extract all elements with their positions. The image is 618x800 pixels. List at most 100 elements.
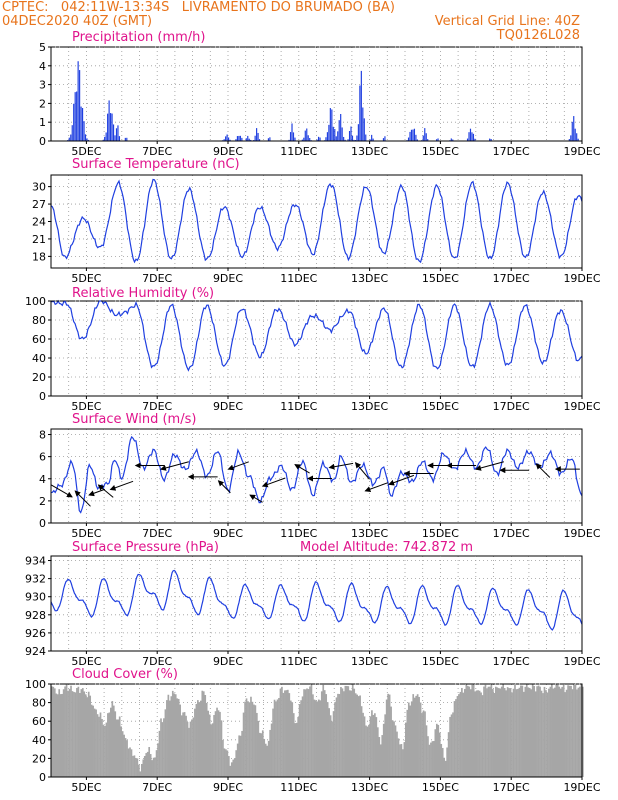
precip-bar: [334, 128, 336, 141]
cloud-bar: [424, 711, 426, 777]
cloud-bar: [157, 743, 159, 777]
precip-bar: [452, 139, 454, 141]
source-line: CPTEC: 042:11W-13:34S LIVRAMENTO DO BRUM…: [2, 0, 395, 15]
cloud-bar: [219, 711, 221, 777]
precip-bar: [363, 118, 365, 141]
cloud-bar: [198, 702, 201, 777]
cloud-bar: [512, 688, 515, 777]
precip-bar: [570, 135, 572, 141]
cloud-bar: [362, 712, 364, 777]
cloud-bar: [93, 708, 96, 777]
precip-bar: [114, 135, 116, 141]
panel-title: Precipitation (mm/h): [72, 30, 205, 45]
precip-bar: [384, 136, 386, 141]
cloud-bar: [220, 720, 223, 777]
cloud-bar: [580, 684, 583, 777]
cloud-bar: [381, 735, 384, 777]
cloud-bar: [123, 734, 125, 777]
panel-press: 924 926 928 930 932 934 5DEC 7DEC 9DEC 11DEC 13DEC…: [25, 540, 601, 668]
y-tick-label: 6: [39, 451, 46, 464]
cloud-bar: [325, 694, 328, 777]
precip-bar: [574, 128, 576, 141]
cloud-bar: [331, 721, 333, 777]
cloud-bar: [201, 690, 204, 777]
cloud-bar: [502, 684, 505, 777]
cloud-bar: [152, 757, 155, 777]
cloud-bar: [264, 743, 267, 777]
y-tick-label: 80: [32, 697, 46, 710]
cloud-bar: [323, 690, 326, 777]
precip-bar: [340, 113, 342, 141]
cloud-bar: [258, 732, 261, 777]
precip-bar: [292, 132, 295, 141]
precip-bar: [466, 138, 469, 141]
cloud-bar: [348, 690, 351, 777]
cloud-bar: [287, 689, 289, 777]
y-tick-label: 18: [32, 250, 46, 263]
cloud-bar: [503, 687, 506, 777]
cloud-bar: [76, 687, 78, 777]
precip-bar: [413, 128, 416, 141]
cloud-bar: [540, 690, 543, 777]
cloud-bar: [382, 723, 385, 777]
cloud-bar: [132, 755, 134, 777]
precip-bar: [245, 138, 247, 141]
cloud-bar: [391, 720, 394, 777]
cloud-bar: [542, 693, 544, 777]
x-tick-label: 13DEC: [351, 781, 388, 794]
cloud-bar: [233, 758, 236, 777]
cloud-bar: [553, 687, 556, 777]
cloud-bar: [579, 686, 581, 777]
precip-bar: [68, 137, 70, 141]
x-tick-label: 13DEC: [351, 655, 388, 668]
cloud-bar: [68, 689, 71, 777]
cloud-bar: [83, 691, 86, 777]
precip-bar: [76, 91, 78, 141]
precip-bar: [71, 125, 73, 141]
cloud-bar: [525, 684, 528, 777]
precip-bar: [337, 131, 339, 141]
cloud-bar: [176, 698, 179, 777]
panel-title: Surface Pressure (hPa): [72, 540, 219, 555]
cloud-bar: [80, 689, 83, 777]
precip-bar: [256, 128, 258, 141]
panel-temp: 18 21 24 27 30 5DEC 7DEC 9DEC 11DEC 13DEC 15DEC 17D…: [32, 157, 601, 285]
cloud-bar: [304, 689, 307, 777]
precip-bar: [382, 138, 385, 141]
y-tick-label: 4: [39, 60, 46, 73]
precip-bar: [468, 132, 470, 141]
cloud-bar: [151, 760, 153, 777]
cloud-bar: [396, 731, 398, 777]
cloud-bar: [307, 689, 310, 777]
precip-bar: [407, 137, 410, 141]
cloud-bar: [493, 693, 496, 777]
precip-bar: [291, 123, 293, 141]
x-tick-label: 13DEC: [351, 400, 388, 413]
cloud-bar: [138, 764, 140, 777]
precip-bar: [228, 137, 230, 141]
cloud-bar: [366, 726, 369, 777]
x-tick-label: 15DEC: [422, 145, 459, 158]
precip-bar: [329, 108, 331, 141]
x-tick-label: 7DEC: [142, 145, 172, 158]
cloud-bar: [110, 707, 112, 777]
cloud-bar: [489, 686, 491, 777]
cloud-bar: [104, 725, 106, 777]
precip-bar: [571, 121, 573, 141]
precip-bar: [348, 131, 351, 141]
y-tick-label: 60: [32, 715, 46, 728]
cloud-bar: [145, 753, 148, 777]
cloud-bar: [229, 765, 232, 777]
wind-arrow: [109, 480, 134, 491]
cloud-bar: [310, 684, 313, 777]
pressure-series-line: [50, 569, 583, 631]
cloud-bar: [530, 689, 533, 777]
x-tick-label: 11DEC: [280, 145, 317, 158]
cloud-bar: [400, 744, 403, 777]
cloud-bar: [160, 718, 162, 777]
cloud-bar: [471, 684, 474, 777]
cloud-bar: [500, 686, 503, 777]
y-tick-label: 1: [39, 116, 46, 129]
precip-bar: [112, 124, 115, 141]
x-tick-label: 17DEC: [493, 272, 530, 285]
